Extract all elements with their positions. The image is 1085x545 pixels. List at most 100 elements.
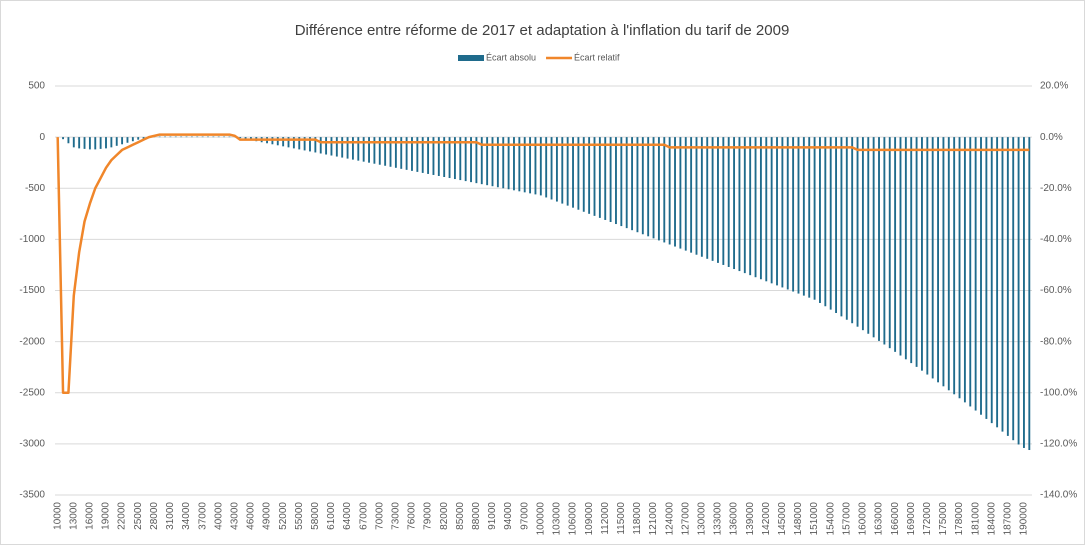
bar [717, 137, 719, 263]
bar [405, 137, 408, 170]
bar [276, 137, 279, 146]
bar [1023, 137, 1025, 448]
y2-tick-label: -100.0% [1040, 387, 1077, 398]
bar [282, 137, 285, 147]
bar [690, 137, 693, 253]
x-tick-label: 28000 [149, 502, 160, 530]
bar [566, 137, 569, 206]
x-tick-label: 190000 [1019, 502, 1030, 536]
x-tick-label: 79000 [423, 502, 434, 530]
bar [83, 137, 86, 149]
x-tick-label: 118000 [632, 502, 643, 535]
bar [1006, 137, 1009, 436]
bar [582, 137, 585, 212]
x-tick-label: 109000 [584, 502, 595, 536]
bar [384, 137, 387, 166]
bar [115, 137, 118, 146]
bar [180, 136, 183, 138]
bar [357, 137, 360, 161]
x-tick-label: 88000 [471, 502, 482, 530]
bar [915, 137, 918, 367]
x-tick-label: 100000 [535, 502, 546, 536]
x-tick-label: 130000 [697, 502, 708, 536]
x-tick-label: 133000 [713, 502, 724, 536]
x-tick-label: 55000 [294, 502, 305, 530]
x-tick-label: 52000 [278, 502, 289, 530]
x-tick-label: 25000 [133, 502, 144, 530]
bar [786, 137, 789, 290]
bar [126, 137, 129, 143]
bar [432, 137, 435, 175]
bar [931, 137, 934, 379]
x-tick-label: 31000 [165, 502, 176, 530]
bar [776, 137, 778, 286]
y2-tick-label: -60.0% [1040, 285, 1072, 296]
bar [373, 137, 376, 164]
bar [856, 137, 859, 327]
x-tick-label: 160000 [858, 502, 869, 536]
bar [239, 137, 242, 139]
x-tick-label: 64000 [342, 502, 353, 530]
bar [598, 137, 601, 218]
bar [244, 137, 247, 140]
bar [904, 137, 907, 360]
bar [72, 137, 75, 148]
bar [781, 137, 784, 288]
bar [335, 137, 338, 157]
x-tick-label: 169000 [906, 502, 917, 536]
x-tick-label: 178000 [954, 502, 965, 536]
bar [421, 137, 424, 173]
bar [502, 137, 505, 189]
bar [309, 137, 311, 152]
bar [840, 137, 843, 317]
bar [947, 137, 950, 391]
x-tick-label: 181000 [970, 502, 981, 536]
bar [700, 137, 703, 257]
bar [443, 137, 446, 178]
chart-title: Différence entre réforme de 2017 et adap… [295, 22, 790, 39]
bar [722, 137, 725, 265]
x-tick-label: 76000 [407, 502, 418, 530]
bar [899, 137, 902, 356]
x-tick-label: 10000 [52, 502, 63, 530]
bar [958, 137, 961, 399]
bar [738, 137, 741, 272]
bar [319, 137, 322, 154]
bar [470, 137, 472, 183]
bar [770, 137, 773, 284]
x-tick-label: 112000 [600, 502, 611, 535]
bar [749, 137, 752, 276]
bar [78, 137, 81, 149]
bar [437, 137, 440, 176]
bar [615, 137, 617, 225]
bar [1028, 137, 1031, 451]
bar [346, 137, 349, 159]
x-tick-label: 166000 [890, 502, 901, 536]
y-tick-label: 500 [28, 81, 45, 92]
x-tick-label: 187000 [1002, 502, 1013, 536]
bar [1001, 137, 1004, 432]
bar [969, 137, 972, 407]
bar [174, 136, 177, 138]
bar [486, 137, 489, 186]
bar [980, 137, 982, 415]
x-tick-label: 139000 [745, 502, 756, 536]
x-tick-label: 136000 [729, 502, 740, 536]
bar [394, 137, 397, 168]
x-tick-label: 40000 [213, 502, 224, 530]
x-tick-label: 85000 [455, 502, 466, 530]
x-tick-label: 37000 [197, 502, 208, 530]
bar [625, 137, 628, 229]
y-tick-label: -1500 [19, 285, 45, 296]
bar [706, 137, 709, 259]
bar [813, 137, 816, 300]
bar [303, 137, 306, 151]
bar [577, 137, 580, 210]
bar [797, 137, 800, 294]
bar [545, 137, 548, 198]
x-tick-label: 13000 [68, 502, 79, 530]
bar [555, 137, 558, 202]
bar [137, 137, 140, 140]
x-tick-label: 61000 [326, 502, 337, 530]
